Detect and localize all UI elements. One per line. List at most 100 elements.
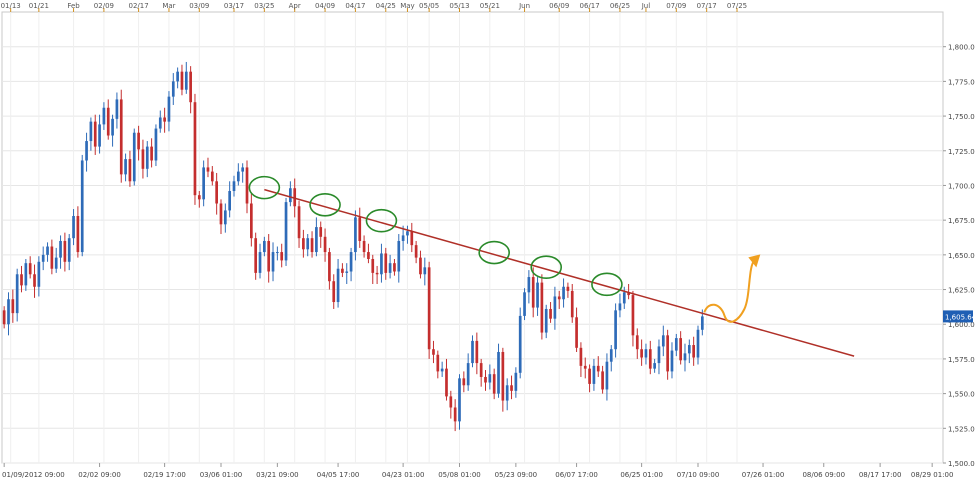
y-tick-label: 1,550.00: [948, 391, 975, 399]
candle-body: [254, 238, 258, 273]
candle-body: [328, 252, 331, 282]
candle-body: [440, 368, 444, 372]
candle-body: [679, 338, 682, 361]
candle-body: [544, 308, 548, 333]
candle-body: [497, 351, 500, 394]
candle-body: [11, 299, 15, 314]
candle-body: [406, 231, 409, 236]
candle-body: [297, 206, 301, 239]
candle-body: [531, 277, 535, 308]
overlay-layer: [248, 175, 855, 357]
y-tick-label: 1,500.00: [948, 460, 975, 468]
candle-body: [622, 292, 626, 304]
touch-highlight-circle: [248, 175, 281, 200]
touch-highlight-circle: [530, 255, 563, 280]
candle-body: [588, 368, 591, 384]
candle-body: [575, 317, 578, 348]
candle-body: [371, 259, 375, 273]
candle-body: [583, 365, 587, 369]
y-tick-label: 1,725.00: [948, 148, 975, 156]
top-axis-label: Feb: [67, 2, 80, 10]
candle-body: [523, 292, 526, 316]
top-axis-label: 07/09: [666, 2, 686, 10]
candle-body: [176, 71, 179, 82]
y-tick-label: 1,675.00: [948, 217, 975, 225]
axis-layer: 1,500.00 1,525.00 1,550.00 1,575.00 1,600.00…: [1, 2, 975, 479]
candle-body: [280, 252, 284, 261]
candle-body: [653, 363, 656, 369]
candle-body: [249, 203, 253, 239]
candle-body: [635, 335, 639, 350]
candle-body: [631, 295, 635, 336]
candle-body: [466, 363, 470, 386]
y-tick-label: 1,625.00: [948, 287, 975, 295]
candle-body: [63, 240, 67, 262]
top-axis-label: 04/17: [345, 2, 365, 10]
candle-body: [345, 271, 349, 273]
candle-body: [215, 181, 218, 204]
candle-body: [236, 171, 240, 182]
candle-body: [189, 71, 192, 103]
candle-body: [518, 315, 522, 373]
candle-body: [289, 188, 292, 203]
top-axis-label: May: [400, 2, 414, 10]
candle-body: [171, 81, 175, 97]
candle-body: [167, 96, 171, 122]
candle-body: [514, 372, 518, 391]
candle-body: [206, 167, 210, 172]
y-tick-label: 1,650.00: [948, 252, 975, 260]
bottom-axis-label: 04/23 01:00: [382, 471, 425, 479]
candle-body: [128, 159, 132, 182]
candle-body: [293, 188, 297, 207]
y-tick-label: 1,775.00: [948, 78, 975, 86]
candle-body: [644, 349, 648, 358]
candle-body: [453, 407, 457, 422]
candle-body: [696, 329, 700, 358]
candle-body: [2, 310, 6, 325]
candle-body: [37, 261, 41, 287]
top-axis-label: 07/25: [727, 2, 747, 10]
candle-body: [124, 159, 127, 175]
candle-body: [484, 376, 487, 383]
candle-body: [223, 210, 227, 225]
candle-body: [276, 252, 279, 254]
candle-body: [89, 121, 93, 142]
candle-body: [284, 202, 288, 261]
candle-body: [666, 335, 669, 372]
top-axis-label: Jul: [641, 2, 651, 10]
grid-layer: [1, 11, 944, 464]
candle-body: [106, 107, 110, 136]
touch-highlight-circle: [478, 240, 510, 265]
candle-body: [54, 257, 58, 269]
candle-body: [700, 316, 704, 330]
candle-body: [319, 227, 323, 237]
candle-body: [197, 195, 201, 200]
candle-body: [102, 107, 106, 125]
candle-body: [349, 252, 353, 272]
candle-body: [423, 267, 427, 275]
candle-body: [419, 257, 422, 275]
candle-body: [76, 215, 80, 253]
candle-body: [609, 349, 613, 362]
candle-body: [85, 141, 88, 161]
top-axis-label: 01/13: [1, 2, 21, 10]
candle-body: [397, 240, 401, 272]
candle-body: [7, 299, 10, 325]
candle-body: [618, 303, 622, 311]
candle-body: [432, 349, 435, 355]
top-axis-label: 06/25: [610, 2, 630, 10]
candle-body: [302, 238, 305, 250]
candle-body: [692, 345, 696, 358]
bottom-axis-label: 07/10 09:00: [677, 471, 720, 479]
bottom-axis-label: 06/25 01:00: [620, 471, 663, 479]
candle-body: [436, 354, 440, 372]
bottom-axis-label: 06/07 17:00: [555, 471, 598, 479]
candle-body: [336, 268, 340, 303]
candle-body: [315, 227, 318, 253]
candle-body: [119, 99, 123, 175]
candle-body: [362, 240, 366, 253]
touch-highlight-circle: [309, 192, 341, 217]
candle-body: [59, 240, 62, 258]
candle-body: [479, 363, 483, 377]
